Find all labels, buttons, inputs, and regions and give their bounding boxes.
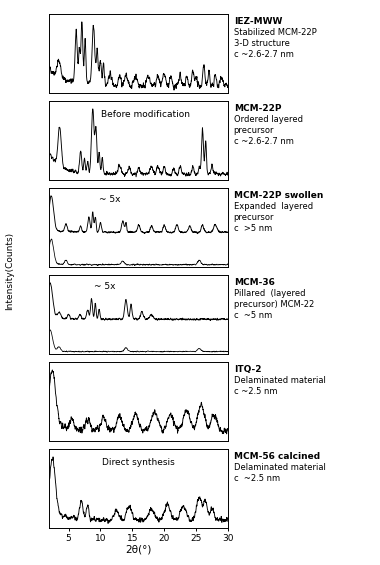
Text: Pillared  (layered
precursor) MCM-22
c  ~5 nm: Pillared (layered precursor) MCM-22 c ~5… (234, 289, 314, 320)
Text: MCM-22P: MCM-22P (234, 104, 281, 113)
Text: Delaminated material
c  ~2.5 nm: Delaminated material c ~2.5 nm (234, 463, 326, 483)
Text: ~ 5x: ~ 5x (94, 282, 116, 291)
Text: MCM-56 calcined: MCM-56 calcined (234, 452, 320, 461)
Text: IEZ-MWW: IEZ-MWW (234, 17, 282, 26)
Text: Expanded  layered
precursor
c  >5 nm: Expanded layered precursor c >5 nm (234, 202, 313, 233)
Text: MCM-22P swollen: MCM-22P swollen (234, 191, 323, 200)
Text: ITQ-2: ITQ-2 (234, 365, 261, 374)
Text: Delaminated material
c ~2.5 nm: Delaminated material c ~2.5 nm (234, 376, 326, 396)
Text: Direct synthesis: Direct synthesis (102, 458, 175, 467)
Text: ~ 5x: ~ 5x (99, 195, 121, 204)
Text: Stabilized MCM-22P
3-D structure
c ~2.6-2.7 nm: Stabilized MCM-22P 3-D structure c ~2.6-… (234, 28, 317, 59)
Text: Ordered layered
precursor
c ~2.6-2.7 nm: Ordered layered precursor c ~2.6-2.7 nm (234, 115, 303, 146)
Text: 2θ(°): 2θ(°) (125, 545, 152, 555)
Text: Intensity(Counts): Intensity(Counts) (5, 232, 14, 310)
Text: Before modification: Before modification (101, 110, 190, 119)
Text: MCM-36: MCM-36 (234, 278, 275, 287)
